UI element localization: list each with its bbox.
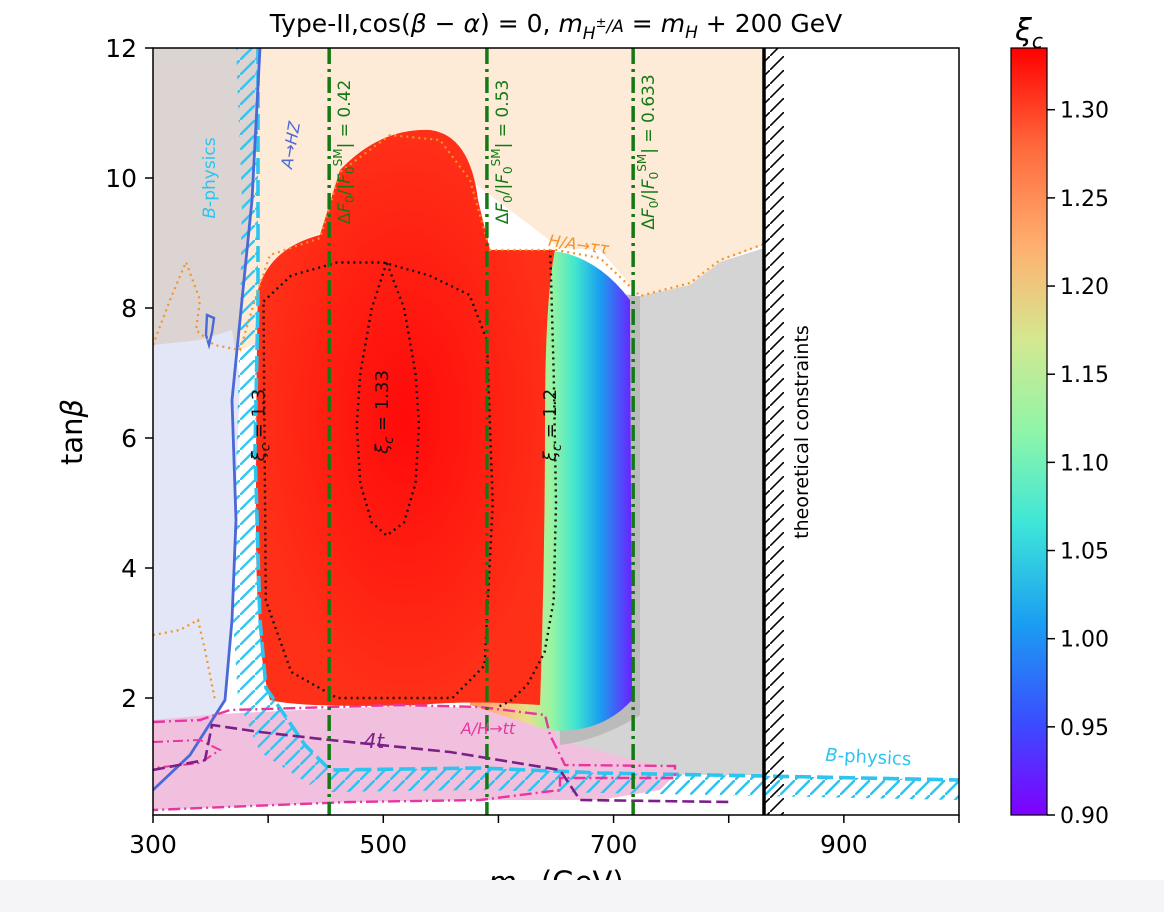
y-tick-label: 6 — [121, 424, 137, 453]
chart-title: Type-II,cos(β − α) = 0, mH±/A = mH + 200… — [269, 9, 842, 44]
y-tick-label: 8 — [121, 294, 137, 323]
tt-line — [153, 703, 677, 812]
tt-label: A/H→tt — [460, 719, 516, 738]
x-tick-label: 300 — [129, 830, 177, 859]
y-tick-label: 2 — [121, 684, 137, 713]
lavender-region — [153, 330, 240, 790]
colorbar-tick-label: 1.15 — [1060, 363, 1109, 388]
x-tick-label: 500 — [359, 830, 407, 859]
brown-region — [153, 48, 260, 400]
tt-line-inner — [153, 738, 223, 769]
a-hz-line — [153, 48, 262, 792]
x-ticks: 300 500 700 900 — [129, 815, 960, 859]
y-tick-label: 10 — [105, 164, 137, 193]
four-t-line — [153, 723, 731, 804]
colorbar-tick-label: 1.30 — [1060, 99, 1109, 124]
four-t-label: 4t — [364, 729, 386, 753]
a-hz-island — [204, 313, 216, 350]
tautau-line — [153, 133, 765, 352]
colorbar-tick-label: 1.10 — [1060, 451, 1109, 476]
colorbar-tick-label: 1.25 — [1060, 187, 1109, 212]
contour-label: ξc = 1.33 — [372, 370, 397, 455]
vertical-line-label: ΔF0/|F0SM| = 0.53 — [489, 80, 515, 225]
vertical-line-labels: ΔF0/|F0SM| = 0.42 ΔF0/|F0SM| = 0.53 ΔF0/|F… — [331, 74, 661, 229]
theory-hatch — [764, 48, 784, 815]
theoretical-label: theoretical constraints — [791, 325, 813, 539]
y-tick-label: 4 — [121, 554, 137, 583]
footer-band — [0, 880, 1164, 912]
colorbar-ticks: 0.90 0.95 1.00 1.05 1.10 1.15 1.20 1.25 1.30 — [1047, 99, 1109, 829]
b-physics-right-label: B-physics — [825, 745, 912, 770]
xi-contours — [262, 249, 558, 709]
x-tick-label: 700 — [590, 830, 638, 859]
colorbar-tick-label: 1.00 — [1060, 628, 1109, 653]
colorbar-tick-label: 1.20 — [1060, 275, 1109, 300]
colorbar-tick-label: 0.90 — [1060, 804, 1109, 829]
contour-labels: ξc = 1.3 ξc = 1.33 ξc = 1.2 — [249, 370, 565, 462]
colorbar — [1010, 47, 1048, 816]
vertical-lines — [327, 48, 635, 815]
theory-white-region — [764, 48, 959, 815]
xi-contour — [495, 249, 558, 709]
tautau-line-lower — [153, 618, 217, 701]
contour-label: ξc = 1.3 — [249, 389, 274, 462]
y-tick-label: 12 — [105, 34, 137, 63]
b-physics-left-label: B-physics — [200, 137, 220, 218]
y-ticks: 2 4 6 8 10 12 — [105, 34, 153, 713]
colorbar-label: ξc — [1014, 13, 1043, 53]
vertical-line-label: ΔF0/|F0SM| = 0.42 — [331, 80, 357, 225]
colorbar-tick-label: 1.05 — [1060, 540, 1109, 565]
vertical-line-label: ΔF0/|F0SM| = 0.633 — [635, 74, 661, 229]
axes-frame — [152, 47, 960, 816]
y-axis-label: tanβ — [55, 399, 89, 465]
scatter-blob — [255, 129, 640, 745]
colorbar-tick-label: 0.95 — [1060, 716, 1109, 741]
x-tick-label: 900 — [820, 830, 868, 859]
contour-label: ξc = 1.2 — [540, 389, 565, 462]
b-physics-line — [253, 48, 959, 782]
